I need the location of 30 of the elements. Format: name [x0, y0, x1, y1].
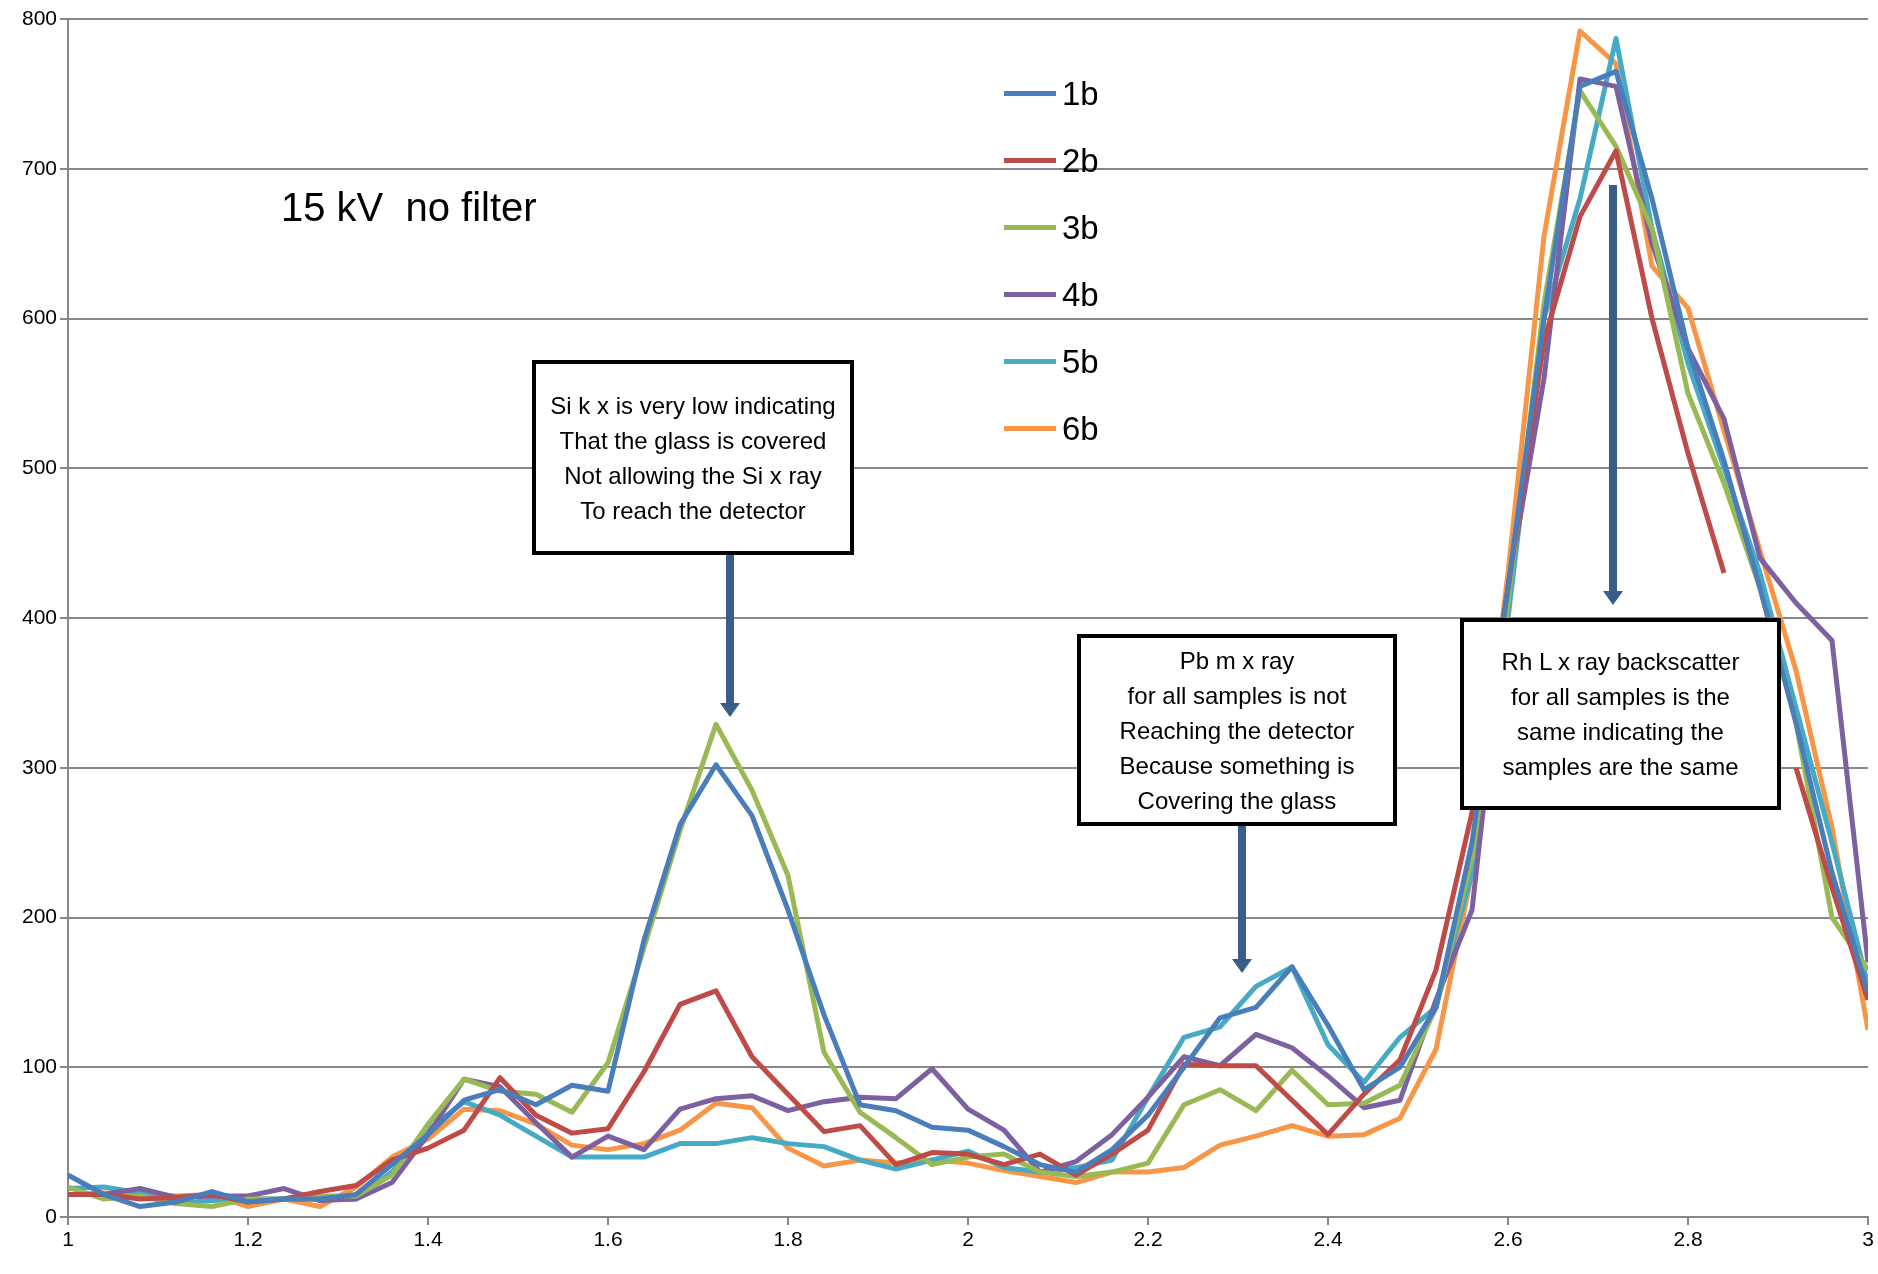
x-tick-label: 1.6 [593, 1227, 623, 1251]
annotation: 15 kV no filter [281, 185, 537, 230]
x-tick-label: 1.4 [413, 1227, 443, 1251]
y-tick-label: 700 [21, 155, 57, 179]
note-box: Pb m x ray for all samples is not Reaching the detector Because something is Covering the glass [1077, 634, 1397, 826]
legend-label: 1b [1062, 74, 1099, 113]
x-tick-label: 1.8 [773, 1227, 803, 1251]
x-tick-label: 1 [62, 1227, 74, 1251]
x-tick-label: 2.6 [1493, 1227, 1523, 1251]
y-tick-label: 200 [21, 904, 57, 928]
legend-label: 3b [1062, 208, 1099, 247]
legend-label: 2b [1062, 141, 1099, 180]
x-tick-label: 2.2 [1133, 1227, 1163, 1251]
y-tick-label: 600 [21, 305, 57, 329]
y-tick-label: 500 [21, 455, 57, 479]
x-tick-label: 2 [962, 1227, 974, 1251]
x-tick-label: 1.2 [233, 1227, 263, 1251]
x-tick-label: 3 [1862, 1227, 1874, 1251]
note-box: Rh L x ray backscatter for all samples is the same indicating the samples are the same [1460, 618, 1781, 810]
y-tick-label: 300 [21, 754, 57, 778]
y-tick-label: 100 [21, 1054, 57, 1078]
y-tick-label: 400 [21, 604, 57, 628]
x-tick-label: 2.4 [1313, 1227, 1343, 1251]
x-tick-label: 2.8 [1673, 1227, 1703, 1251]
y-tick-label: 0 [45, 1203, 57, 1227]
y-tick-label: 800 [21, 5, 57, 29]
legend-label: 4b [1062, 275, 1099, 314]
legend-label: 5b [1062, 342, 1099, 381]
legend-label: 6b [1062, 409, 1099, 448]
note-box: Si k x is very low indicating That the glass is covered Not allowing the Si x ray To reach the detector [532, 360, 854, 555]
